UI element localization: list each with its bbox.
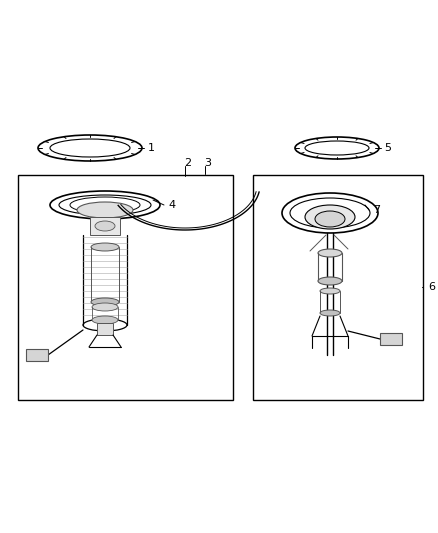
Text: 6: 6 (428, 282, 435, 292)
Bar (26, 349, 48, 361)
Ellipse shape (95, 221, 115, 231)
Ellipse shape (320, 310, 340, 316)
Ellipse shape (318, 277, 342, 285)
Ellipse shape (91, 298, 119, 306)
Ellipse shape (91, 243, 119, 251)
Bar (18, 175, 233, 400)
Ellipse shape (77, 202, 133, 218)
Text: 3: 3 (205, 158, 212, 168)
Text: 2: 2 (184, 158, 191, 168)
Bar (253, 175, 423, 400)
Bar (380, 333, 402, 345)
Ellipse shape (305, 205, 355, 229)
Ellipse shape (318, 249, 342, 257)
Text: 7: 7 (373, 205, 380, 215)
Ellipse shape (315, 211, 345, 227)
Text: 4: 4 (168, 200, 175, 210)
Ellipse shape (320, 288, 340, 294)
Text: 5: 5 (384, 143, 391, 153)
Bar (90, 217, 120, 235)
Ellipse shape (92, 316, 118, 324)
Bar (97, 323, 113, 335)
Text: 1: 1 (148, 143, 155, 153)
Ellipse shape (92, 303, 118, 311)
